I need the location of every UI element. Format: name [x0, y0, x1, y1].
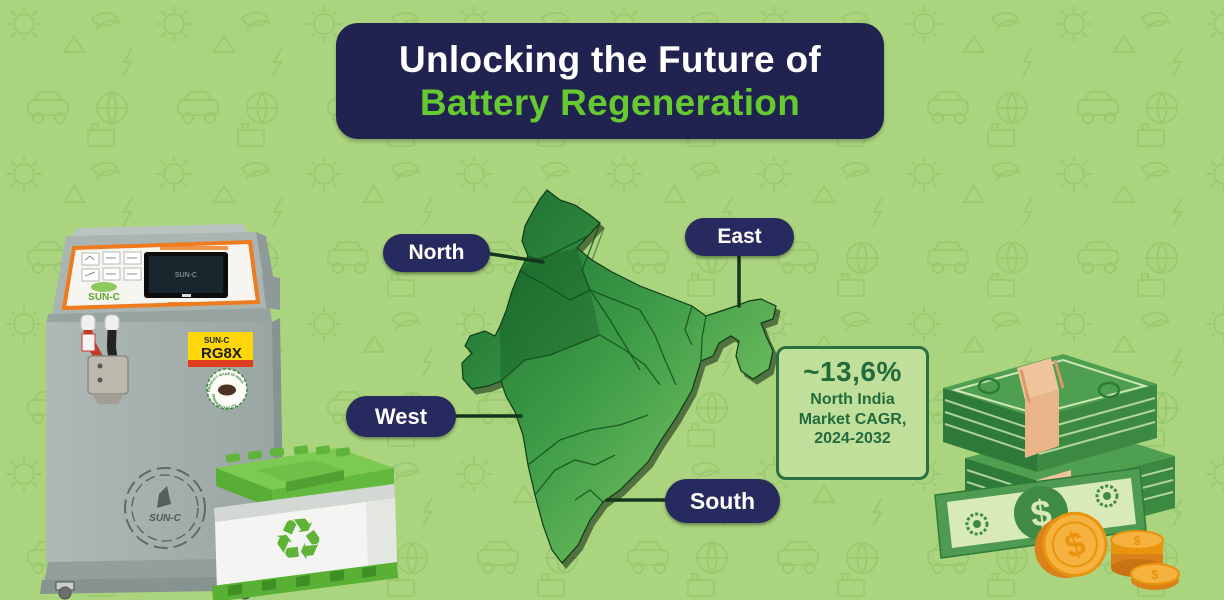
- machine-ledge: [46, 308, 272, 326]
- emblem-brand-text: SUN-C: [149, 513, 181, 524]
- recycle-icon: ♻: [269, 505, 328, 575]
- panel-orange-text-strip: [160, 246, 228, 250]
- anderson-connector: [87, 355, 129, 404]
- cagr-line1: North India: [810, 391, 895, 408]
- machine-handle: [262, 274, 280, 310]
- sticker-model-text: RG8X: [201, 345, 242, 362]
- machine-control-panel: SUN-C SUN-C: [61, 239, 261, 311]
- panel-brand-logo: SUN-C: [88, 282, 120, 303]
- standing-coin: $: [1034, 511, 1108, 579]
- model-sticker: SUN-C RG8X: [188, 332, 253, 367]
- cagr-line3: 2024-2032: [814, 430, 891, 448]
- map-label-east-text: East: [717, 225, 762, 248]
- cagr-stat-card: ~13,6% North India Market CAGR, 2024-203…: [776, 346, 929, 480]
- map-label-west-text: West: [374, 403, 428, 429]
- panel-model-strip: [168, 302, 210, 305]
- cagr-value: ~13,6%: [803, 356, 902, 387]
- coin-stack: $ $ $: [1034, 511, 1180, 590]
- money-illustration: $ $ $ $: [934, 354, 1180, 590]
- small-coin: $: [1130, 563, 1180, 590]
- india-state-borders: [500, 222, 707, 503]
- cash-bundle-upper: [943, 354, 1157, 472]
- green-battery: ♻: [212, 445, 398, 600]
- map-label-south: South: [665, 479, 780, 523]
- map-label-north-text: North: [408, 241, 465, 264]
- band-front: [1025, 390, 1059, 458]
- emblem-mark: [157, 486, 171, 508]
- cable-label: [81, 333, 96, 352]
- headline-banner: Unlocking the Future of Battery Regenera…: [336, 23, 884, 139]
- map-label-east: East: [685, 218, 794, 256]
- machine-screen: SUN-C: [144, 252, 228, 298]
- suncr-emblem: SUN-C: [124, 467, 206, 549]
- battery-base: [212, 562, 398, 600]
- made-in-india-badge: PRODUCT MADE IN INDIA PREMIUM QUALITY: [206, 368, 248, 410]
- panel-icon-grid: [81, 251, 142, 282]
- battery-lid-bumps: [225, 445, 351, 463]
- india-map: [461, 189, 777, 564]
- battery-bevel: [214, 484, 395, 522]
- band-top: [1017, 358, 1059, 400]
- coin-dollar-icon: $: [1151, 567, 1159, 582]
- india-nw-shade: [500, 248, 600, 381]
- battery-body: [215, 498, 397, 590]
- screen-brand-text: SUN-C: [175, 272, 197, 279]
- leader-line-north: [489, 252, 545, 264]
- battery-lid: [216, 445, 394, 508]
- headline-line1: Unlocking the Future of: [398, 38, 822, 80]
- map-label-south-text: South: [689, 487, 756, 514]
- cagr-line2: Market CAGR,: [798, 410, 907, 428]
- lion-mark: [218, 384, 236, 396]
- panel-brand-text: SUN-C: [88, 292, 120, 303]
- battery-body-shade: [366, 498, 397, 570]
- india-outline: [461, 189, 777, 564]
- coin-dollar-icon: $: [1133, 533, 1141, 548]
- machine-cables: [80, 314, 129, 404]
- sticker-brand-text: SUN-C: [204, 336, 230, 345]
- map-label-west: West: [346, 396, 456, 437]
- headline-line2: Battery Regeneration: [419, 81, 801, 123]
- map-label-north: North: [383, 234, 490, 272]
